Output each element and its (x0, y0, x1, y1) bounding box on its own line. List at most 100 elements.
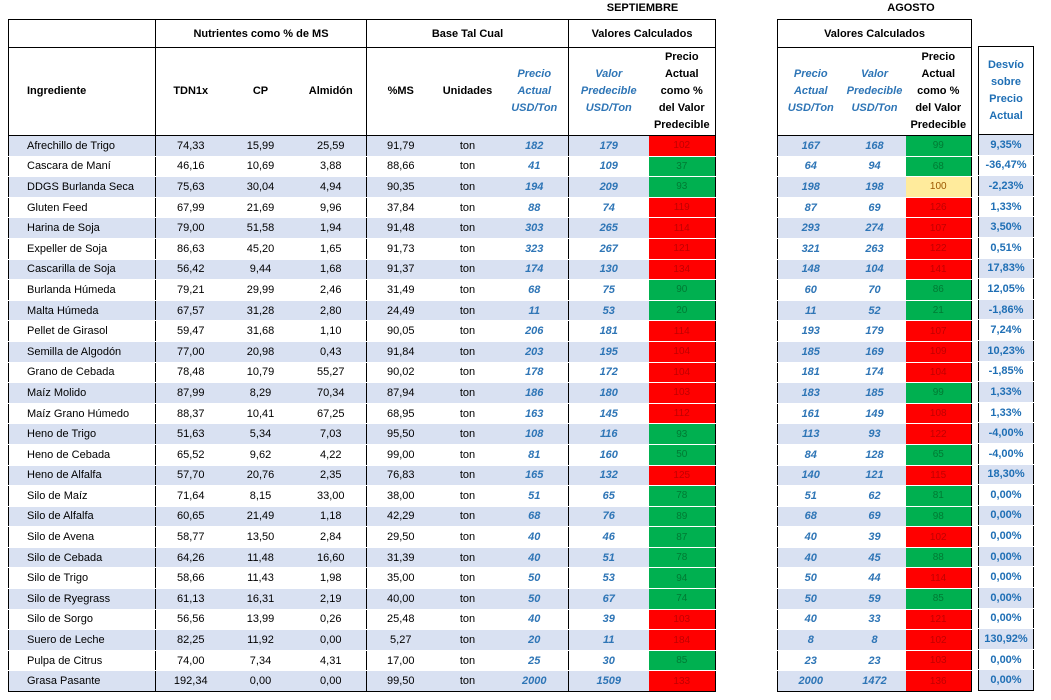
predicted-value: 1509 (568, 670, 649, 693)
col-header-price-pct-line3: como % (660, 85, 703, 97)
aug-price-pct-indicator: 104 (905, 362, 973, 384)
table-row: 185 169 109 (777, 341, 973, 363)
table-row: 84 128 65 (777, 444, 973, 466)
aug-predicted-value: 8 (843, 629, 906, 651)
price-pct-indicator: 78 (648, 547, 717, 569)
deviation-value: 12,05% (978, 278, 1034, 300)
table-row: 0,00% (978, 649, 1034, 671)
group-header-calc-aug: Valores Calculados (776, 19, 973, 48)
aug-price-value: 181 (777, 362, 844, 384)
aug-price-pct-indicator: 81 (905, 485, 973, 507)
ms-value: 76,83 (366, 465, 435, 487)
aug-predicted-value: 121 (843, 465, 906, 487)
aug-predicted-value: 169 (843, 341, 906, 363)
cp-value: 9,44 (225, 259, 296, 281)
aug-price-pct-indicator: 68 (905, 156, 973, 178)
aug-predicted-value: 33 (843, 609, 906, 631)
cp-value: 9,62 (225, 444, 296, 466)
predicted-value: 75 (568, 279, 649, 301)
table-row: 40 33 121 (777, 609, 973, 631)
predicted-value: 160 (568, 444, 649, 466)
aug-price-value: 40 (777, 547, 844, 569)
table-row: Suero de Leche 82,25 11,92 0,00 5,27 ton 20 11 1… (8, 629, 717, 651)
table-row: Cascarilla de Soja 56,42 9,44 1,68 91,37 ton 1… (8, 259, 717, 281)
table-row: Cascara de Maní 46,16 10,69 3,88 88,66 ton 41 1… (8, 156, 717, 178)
month-label-august: AGOSTO (887, 2, 935, 14)
cp-value: 20,76 (225, 465, 296, 487)
table-row: 321 263 122 (777, 238, 973, 260)
predicted-value: 53 (568, 567, 649, 590)
tdn-value: 86,63 (155, 238, 226, 260)
aug-price-value: 64 (777, 156, 844, 178)
tdn-value: 59,47 (155, 320, 226, 342)
predicted-value: 172 (568, 362, 649, 384)
aug-predicted-value: 39 (843, 526, 906, 548)
col-header-starch: Almidón (295, 47, 367, 136)
table-row: 40 39 102 (777, 526, 973, 548)
aug-predicted-value: 174 (843, 362, 906, 384)
table-row: 11 52 21 (777, 300, 973, 322)
aug-price-pct-indicator: 65 (905, 444, 973, 466)
main-data-table: Nutrientes como % de MS Base Tal Cual Va… (8, 19, 717, 693)
price-value: 165 (500, 465, 569, 487)
ms-value: 91,37 (366, 259, 435, 281)
table-row: 12,05% (978, 278, 1034, 300)
tdn-value: 56,42 (155, 259, 226, 281)
ms-value: 35,00 (366, 567, 435, 590)
starch-value: 1,94 (295, 217, 367, 239)
price-value: 303 (500, 217, 569, 239)
tdn-value: 82,25 (155, 629, 226, 651)
starch-value: 4,31 (295, 650, 367, 672)
aug-col-header-price-pct-line5: Predecible (910, 119, 967, 131)
col-header-price: Precio Actual USD/Ton (500, 47, 569, 136)
aug-predicted-value: 44 (843, 567, 906, 590)
deviation-table: Desvío sobre Precio Actual 9,35% -36,47% -… (978, 46, 1034, 692)
aug-price-pct-indicator: 126 (905, 197, 973, 219)
deviation-table-body: 9,35% -36,47% -2,23% 1,33% 3,50% 0,51% 17,83% 1… (978, 134, 1034, 692)
deviation-value: -2,23% (978, 175, 1034, 197)
deviation-value: 10,23% (978, 340, 1034, 362)
ms-value: 40,00 (366, 588, 435, 610)
cp-value: 13,50 (225, 526, 296, 548)
aug-price-value: 23 (777, 650, 844, 672)
price-value: 11 (500, 300, 569, 322)
price-pct-indicator: 74 (648, 588, 717, 610)
price-value: 108 (500, 423, 569, 445)
aug-price-pct-indicator: 108 (905, 403, 973, 425)
ms-value: 17,00 (366, 650, 435, 672)
aug-price-value: 148 (777, 259, 844, 281)
ingredient-name: Gluten Feed (8, 197, 156, 219)
deviation-value: 3,50% (978, 216, 1034, 238)
tdn-value: 58,77 (155, 526, 226, 548)
ingredient-name: Heno de Trigo (8, 423, 156, 445)
starch-value: 0,00 (295, 629, 367, 651)
col-header-deviation-line4: Actual (989, 109, 1023, 122)
unit-value: ton (434, 485, 501, 507)
ms-value: 99,50 (366, 670, 435, 693)
col-header-cp: CP (225, 47, 296, 136)
col-header-ms: %MS (366, 47, 435, 136)
table-row: -1,85% (978, 361, 1034, 383)
tdn-value: 67,57 (155, 300, 226, 322)
predicted-value: 53 (568, 300, 649, 322)
deviation-value: 0,00% (978, 505, 1034, 527)
table-row: 0,00% (978, 546, 1034, 568)
ms-value: 88,66 (366, 156, 435, 178)
col-header-tdn: TDN1x (155, 47, 226, 136)
col-header-value-line2: Predecible (580, 85, 637, 97)
aug-price-value: 87 (777, 197, 844, 219)
col-header-deviation-line2: sobre (991, 75, 1021, 88)
aug-col-header-price-line2: Actual (793, 85, 828, 97)
aug-price-pct-indicator: 136 (905, 670, 973, 693)
aug-col-header-value: Valor Predecible USD/Ton (843, 47, 906, 136)
starch-value: 4,22 (295, 444, 367, 466)
ingredient-name: Semilla de Algodón (8, 341, 156, 363)
deviation-value: 7,24% (978, 319, 1034, 341)
starch-value: 1,65 (295, 238, 367, 260)
unit-value: ton (434, 547, 501, 569)
tdn-value: 57,70 (155, 465, 226, 487)
price-value: 68 (500, 279, 569, 301)
aug-price-value: 84 (777, 444, 844, 466)
ingredient-name: Silo de Ryegrass (8, 588, 156, 610)
cp-value: 31,68 (225, 320, 296, 342)
